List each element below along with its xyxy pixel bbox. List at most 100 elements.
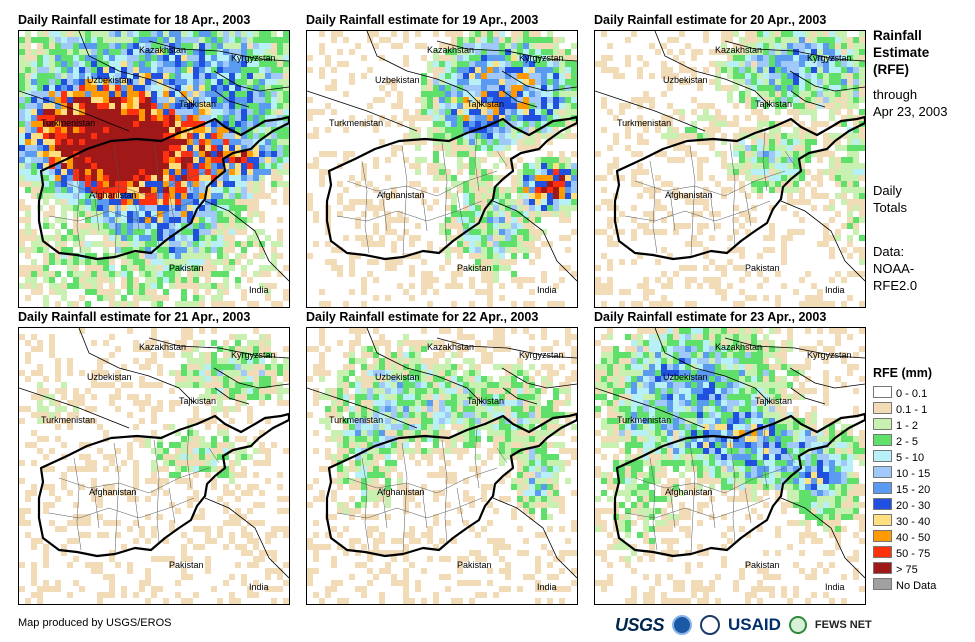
rainfall-cell (253, 235, 259, 241)
rainfall-cell (829, 301, 835, 307)
rainfall-cell (727, 175, 733, 181)
rainfall-cell (193, 271, 199, 277)
rainfall-cell (307, 199, 313, 205)
rainfall-cell (211, 478, 217, 484)
rainfall-cell (199, 181, 205, 187)
rainfall-cell (241, 364, 247, 370)
rainfall-cell (109, 283, 115, 289)
rainfall-cell (127, 526, 133, 532)
rainfall-cell (151, 103, 157, 109)
rainfall-cell (661, 217, 667, 223)
rainfall-cell (217, 295, 223, 301)
rainfall-cell (217, 394, 223, 400)
rainfall-cell (121, 187, 127, 193)
rainfall-cell (355, 235, 361, 241)
rainfall-cell (553, 73, 559, 79)
rainfall-cell (241, 229, 247, 235)
rainfall-cell (103, 181, 109, 187)
rainfall-cell (769, 31, 775, 37)
rainfall-cell (475, 364, 481, 370)
rainfall-cell (211, 199, 217, 205)
rainfall-cell (529, 133, 535, 139)
rainfall-cell (73, 205, 79, 211)
rainfall-cell (631, 217, 637, 223)
rainfall-cell (709, 61, 715, 67)
rainfall-cell (229, 370, 235, 376)
rainfall-cell (319, 370, 325, 376)
rainfall-cell (43, 418, 49, 424)
rainfall-cell (445, 229, 451, 235)
rainfall-cell (499, 283, 505, 289)
rainfall-cell (139, 259, 145, 265)
rainfall-cell (247, 388, 253, 394)
rainfall-cell (529, 55, 535, 61)
rainfall-cell (451, 139, 457, 145)
rainfall-cell (97, 175, 103, 181)
rainfall-cell (439, 145, 445, 151)
rainfall-cell (169, 67, 175, 73)
rainfall-cell (457, 223, 463, 229)
rainfall-cell (211, 175, 217, 181)
rainfall-cell (787, 151, 793, 157)
rainfall-cell (313, 133, 319, 139)
rainfall-cell (421, 283, 427, 289)
rainfall-cell (211, 295, 217, 301)
rainfall-cell (25, 352, 31, 358)
rainfall-cell (613, 133, 619, 139)
rainfall-cell (97, 79, 103, 85)
rainfall-cell (265, 346, 271, 352)
rainfall-cell (757, 133, 763, 139)
rainfall-cell (211, 73, 217, 79)
rainfall-cell (127, 79, 133, 85)
rainfall-cell (121, 151, 127, 157)
rainfall-cell (835, 139, 841, 145)
rainfall-cell (175, 187, 181, 193)
country-border (213, 70, 289, 92)
rainfall-cell (199, 67, 205, 73)
rainfall-cell (205, 556, 211, 562)
rainfall-cell (451, 217, 457, 223)
rainfall-cell (523, 139, 529, 145)
rainfall-cell (205, 37, 211, 43)
rainfall-cell (361, 277, 367, 283)
rainfall-cell (781, 241, 787, 247)
rainfall-cell (241, 247, 247, 253)
rainfall-cell (487, 211, 493, 217)
rainfall-cell (235, 127, 241, 133)
rainfall-cell (505, 91, 511, 97)
rainfall-cell (547, 73, 553, 79)
rainfall-cell (307, 163, 313, 169)
rainfall-cell (67, 79, 73, 85)
rainfall-cell (751, 49, 757, 55)
rainfall-cell (187, 139, 193, 145)
rainfall-cell (121, 145, 127, 151)
rainfall-cell (391, 187, 397, 193)
rainfall-cell (343, 370, 349, 376)
rainfall-cell (151, 109, 157, 115)
rainfall-cell (73, 55, 79, 61)
rainfall-cell (133, 49, 139, 55)
province-border (168, 190, 176, 227)
rainfall-cell (103, 115, 109, 121)
rainfall-cell (445, 235, 451, 241)
rainfall-cell (457, 43, 463, 49)
rainfall-cell (379, 340, 385, 346)
rainfall-cell (745, 157, 751, 163)
rainfall-cell (799, 187, 805, 193)
rainfall-cell (643, 211, 649, 217)
rainfall-cell (751, 145, 757, 151)
rainfall-cell (67, 229, 73, 235)
rainfall-cell (625, 127, 631, 133)
rainfall-cell (481, 145, 487, 151)
rainfall-cell (85, 406, 91, 412)
rainfall-cell (253, 187, 259, 193)
rainfall-cell (499, 61, 505, 67)
rainfall-cell (223, 97, 229, 103)
rainfall-cell (103, 340, 109, 346)
rainfall-cell (403, 364, 409, 370)
rainfall-cell (475, 97, 481, 103)
rainfall-cell (391, 43, 397, 49)
rainfall-cell (55, 73, 61, 79)
rainfall-cell (121, 181, 127, 187)
rainfall-cell (163, 169, 169, 175)
